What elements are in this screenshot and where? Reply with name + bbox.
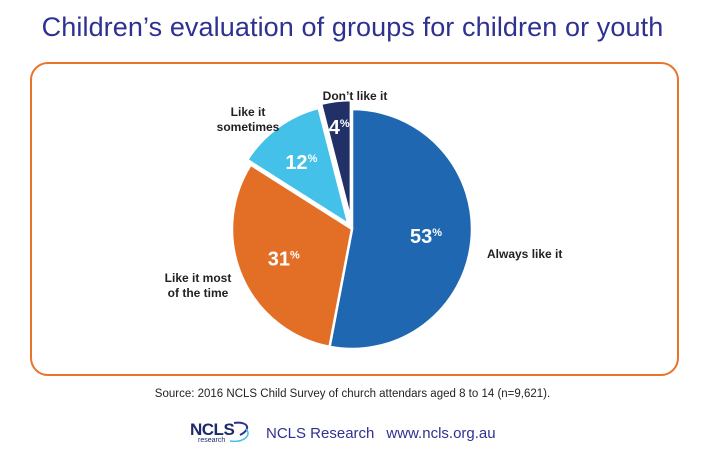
chart-frame	[30, 62, 679, 376]
logo-swoosh-icon	[229, 421, 249, 443]
slice-value-label: 31%	[268, 249, 300, 271]
pie-slice-always-like-it	[328, 107, 474, 351]
pie-slice-don-t-like-it	[319, 98, 353, 221]
slice-category-label: Like it sometimes	[217, 105, 280, 134]
slice-value-label: 12%	[285, 152, 317, 174]
slice-category-label: Don’t like it	[323, 89, 388, 103]
org-name: NCLS Research	[266, 424, 375, 442]
pie-slice-like-it-most-of-the-time	[230, 162, 354, 349]
ncls-logo: NCLS research	[190, 419, 254, 447]
website-link[interactable]: www.ncls.org.au	[386, 424, 496, 442]
logo-text: NCLS	[190, 420, 235, 439]
source-note: Source: 2016 NCLS Child Survey of church…	[154, 388, 551, 400]
slice-value-label: 4%	[329, 117, 350, 139]
logo-subtext: research	[198, 437, 226, 444]
footer: NCLS research NCLS Research www.ncls.org…	[190, 418, 496, 448]
slice-value-label: 53%	[410, 226, 442, 248]
chart-title: Children’s evaluation of groups for chil…	[41, 12, 664, 42]
slice-category-label: Always like it	[487, 247, 562, 261]
pie-slice-like-it-sometimes	[245, 106, 351, 227]
slice-category-label: Like it most of the time	[165, 271, 232, 300]
